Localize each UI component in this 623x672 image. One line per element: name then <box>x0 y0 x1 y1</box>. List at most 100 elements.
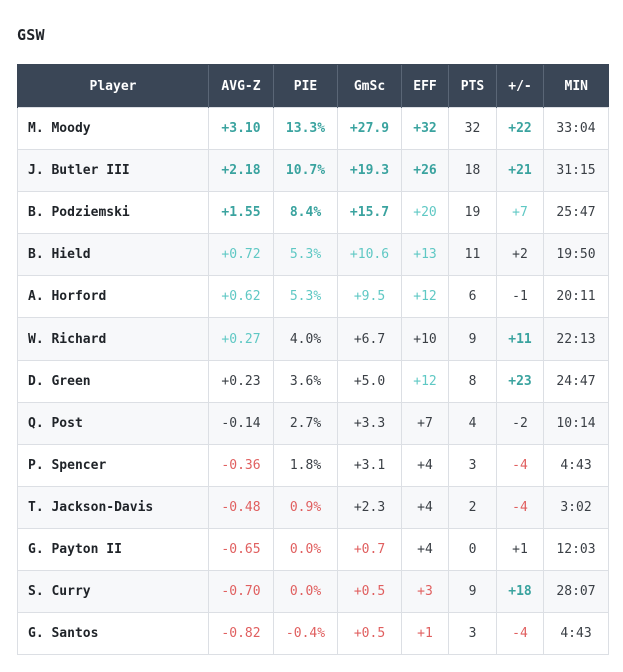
plus-minus-cell: +23 <box>496 359 544 403</box>
plus-minus-cell: +22 <box>496 106 544 151</box>
gmsc-cell: +6.7 <box>337 317 402 361</box>
pie-cell: 5.3% <box>273 233 338 277</box>
player-name-cell[interactable]: P. Spencer <box>17 443 209 487</box>
avg-z-cell: +1.55 <box>208 191 274 235</box>
min-cell: 24:47 <box>543 359 609 403</box>
eff-cell: +32 <box>401 106 449 151</box>
pie-cell: 13.3% <box>273 106 338 151</box>
min-cell: 22:13 <box>543 317 609 361</box>
player-name-cell[interactable]: T. Jackson-Davis <box>17 485 209 529</box>
pie-cell: 4.0% <box>273 317 338 361</box>
player-name-cell[interactable]: B. Podziemski <box>17 191 209 235</box>
table-row[interactable]: M. Moody +3.10 13.3% +27.9 +32 32 +22 33:04 <box>17 106 609 151</box>
column-header-gmsc[interactable]: GmSc <box>337 64 402 108</box>
gmsc-cell: +3.3 <box>337 401 402 445</box>
plus-minus-cell: +11 <box>496 317 544 361</box>
pts-cell: 18 <box>448 149 497 193</box>
pts-cell: 3 <box>448 612 497 656</box>
plus-minus-cell: -4 <box>496 485 544 529</box>
table-row[interactable]: J. Butler III +2.18 10.7% +19.3 +26 18 +21 31:1… <box>17 149 609 193</box>
gmsc-cell: +19.3 <box>337 149 402 193</box>
eff-cell: +12 <box>401 275 449 319</box>
gmsc-cell: +0.5 <box>337 612 402 656</box>
table-row[interactable]: W. Richard +0.27 4.0% +6.7 +10 9 +11 22:13 <box>17 317 609 361</box>
plus-minus-cell: -4 <box>496 443 544 487</box>
avg-z-cell: +3.10 <box>208 106 274 151</box>
eff-cell: +4 <box>401 527 449 572</box>
pie-cell: 0.0% <box>273 527 338 572</box>
pts-cell: 6 <box>448 275 497 319</box>
gmsc-cell: +3.1 <box>337 443 402 487</box>
table-row[interactable]: G. Santos -0.82 -0.4% +0.5 +1 3 -4 4:43 <box>17 612 609 656</box>
plus-minus-cell: -4 <box>496 612 544 656</box>
pie-cell: 3.6% <box>273 359 338 403</box>
player-name-cell[interactable]: Q. Post <box>17 401 209 445</box>
pts-cell: 11 <box>448 233 497 277</box>
column-header-pie[interactable]: PIE <box>273 64 338 108</box>
player-name-cell[interactable]: W. Richard <box>17 317 209 361</box>
min-cell: 20:11 <box>543 275 609 319</box>
table-row[interactable]: S. Curry -0.70 0.0% +0.5 +3 9 +18 28:07 <box>17 570 609 614</box>
pts-cell: 32 <box>448 106 497 151</box>
gmsc-cell: +9.5 <box>337 275 402 319</box>
player-name-cell[interactable]: S. Curry <box>17 570 209 614</box>
pts-cell: 2 <box>448 485 497 529</box>
eff-cell: +3 <box>401 570 449 614</box>
pie-cell: 0.0% <box>273 570 338 614</box>
eff-cell: +12 <box>401 359 449 403</box>
table-row[interactable]: P. Spencer -0.36 1.8% +3.1 +4 3 -4 4:43 <box>17 443 609 487</box>
min-cell: 3:02 <box>543 485 609 529</box>
column-header-avg-z[interactable]: AVG-Z <box>208 64 274 108</box>
avg-z-cell: -0.65 <box>208 527 274 572</box>
table-row[interactable]: T. Jackson-Davis -0.48 0.9% +2.3 +4 2 -4 3:02 <box>17 485 609 529</box>
column-header-player[interactable]: Player <box>17 64 209 108</box>
gmsc-cell: +0.7 <box>337 527 402 572</box>
player-name-cell[interactable]: J. Butler III <box>17 149 209 193</box>
player-stats-table: Player AVG-Z PIE GmSc EFF PTS +/- MIN M.… <box>17 64 609 656</box>
min-cell: 28:07 <box>543 570 609 614</box>
pie-cell: 5.3% <box>273 275 338 319</box>
gmsc-cell: +5.0 <box>337 359 402 403</box>
avg-z-cell: +0.62 <box>208 275 274 319</box>
player-name-cell[interactable]: G. Santos <box>17 612 209 656</box>
eff-cell: +7 <box>401 401 449 445</box>
column-header-plus-minus[interactable]: +/- <box>496 64 544 108</box>
column-header-min[interactable]: MIN <box>543 64 609 108</box>
table-row[interactable]: B. Podziemski +1.55 8.4% +15.7 +20 19 +7 25:47 <box>17 191 609 235</box>
pie-cell: 10.7% <box>273 149 338 193</box>
plus-minus-cell: +1 <box>496 527 544 572</box>
min-cell: 25:47 <box>543 191 609 235</box>
eff-cell: +4 <box>401 485 449 529</box>
pts-cell: 8 <box>448 359 497 403</box>
player-name-cell[interactable]: M. Moody <box>17 106 209 151</box>
min-cell: 4:43 <box>543 612 609 656</box>
gmsc-cell: +0.5 <box>337 570 402 614</box>
min-cell: 4:43 <box>543 443 609 487</box>
table-row[interactable]: G. Payton II -0.65 0.0% +0.7 +4 0 +1 12:03 <box>17 527 609 572</box>
min-cell: 12:03 <box>543 527 609 572</box>
plus-minus-cell: +21 <box>496 149 544 193</box>
table-row[interactable]: Q. Post -0.14 2.7% +3.3 +7 4 -2 10:14 <box>17 401 609 445</box>
pts-cell: 0 <box>448 527 497 572</box>
table-row[interactable]: B. Hield +0.72 5.3% +10.6 +13 11 +2 19:50 <box>17 233 609 277</box>
avg-z-cell: -0.70 <box>208 570 274 614</box>
table-row[interactable]: A. Horford +0.62 5.3% +9.5 +12 6 -1 20:11 <box>17 275 609 319</box>
table-header-row: Player AVG-Z PIE GmSc EFF PTS +/- MIN <box>17 64 609 108</box>
eff-cell: +1 <box>401 612 449 656</box>
team-title: GSW <box>17 26 45 44</box>
player-name-cell[interactable]: G. Payton II <box>17 527 209 572</box>
avg-z-cell: -0.14 <box>208 401 274 445</box>
plus-minus-cell: -1 <box>496 275 544 319</box>
gmsc-cell: +27.9 <box>337 106 402 151</box>
player-name-cell[interactable]: A. Horford <box>17 275 209 319</box>
avg-z-cell: -0.48 <box>208 485 274 529</box>
player-name-cell[interactable]: D. Green <box>17 359 209 403</box>
table-row[interactable]: D. Green +0.23 3.6% +5.0 +12 8 +23 24:47 <box>17 359 609 403</box>
column-header-eff[interactable]: EFF <box>401 64 449 108</box>
avg-z-cell: +0.23 <box>208 359 274 403</box>
column-header-pts[interactable]: PTS <box>448 64 497 108</box>
player-name-cell[interactable]: B. Hield <box>17 233 209 277</box>
avg-z-cell: +0.27 <box>208 317 274 361</box>
pts-cell: 19 <box>448 191 497 235</box>
plus-minus-cell: -2 <box>496 401 544 445</box>
